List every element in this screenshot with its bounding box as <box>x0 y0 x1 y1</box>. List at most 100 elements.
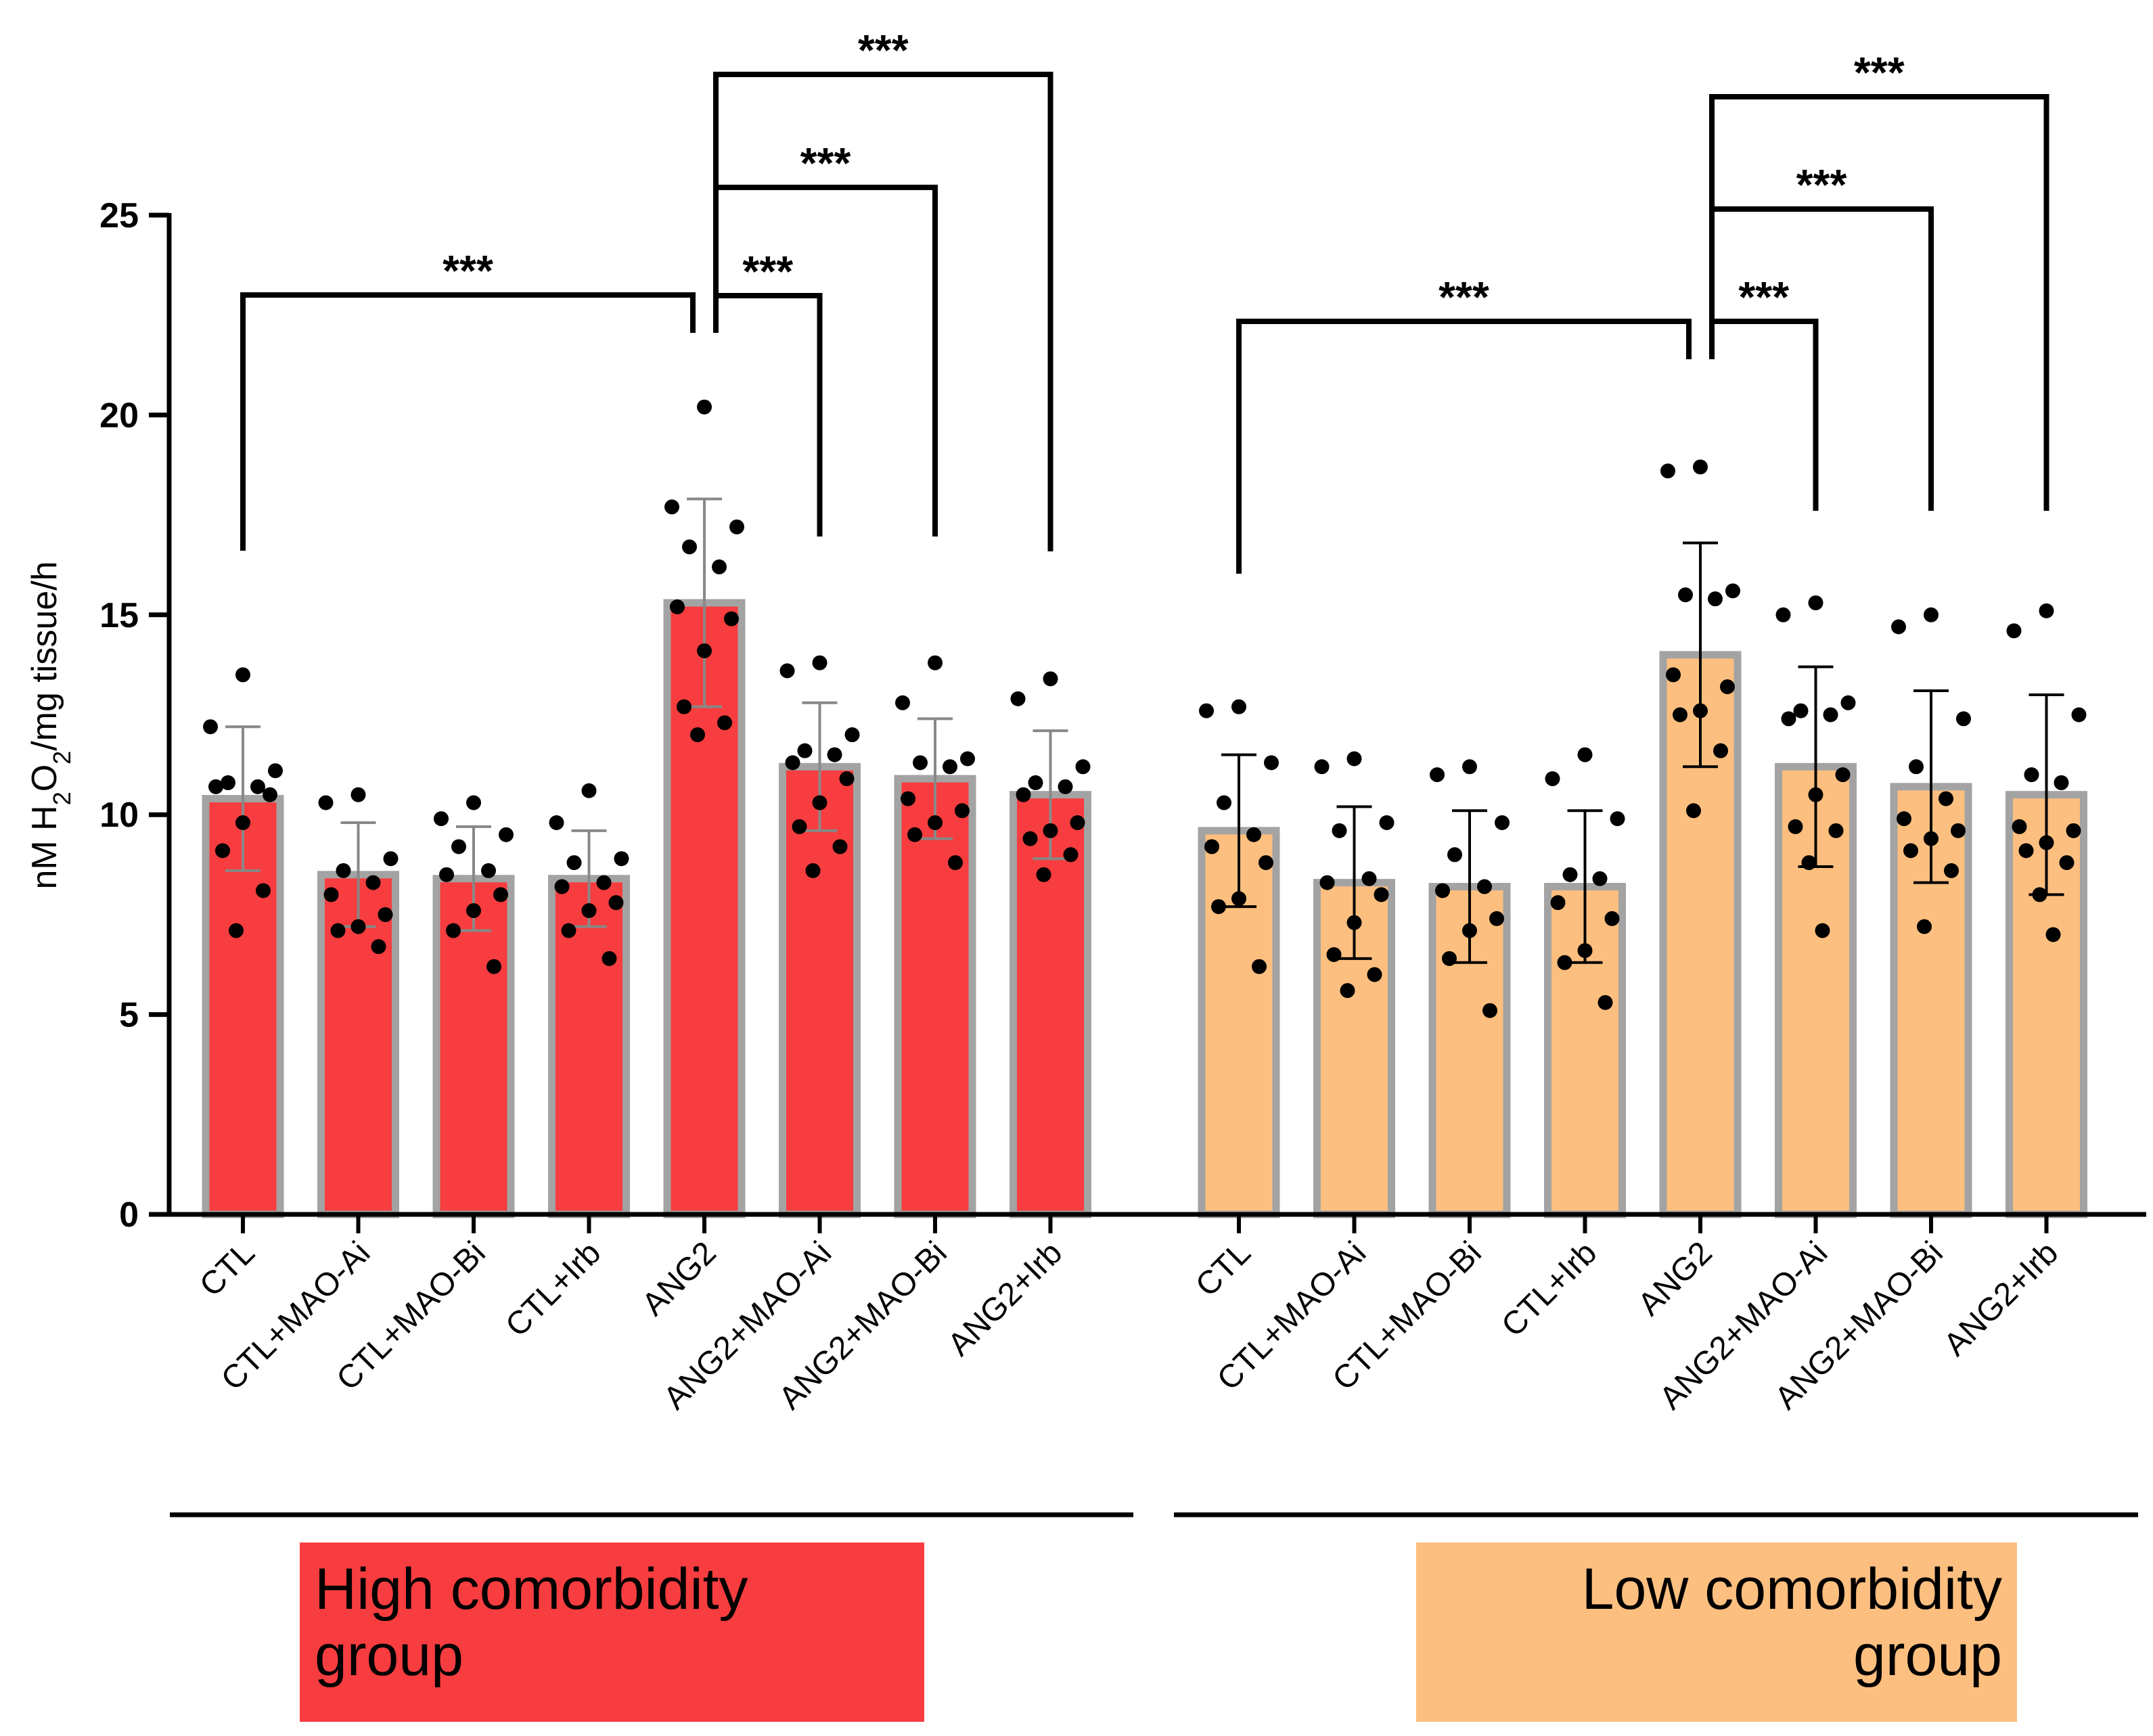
point-high-ang2-plus-irb-8 <box>1022 831 1038 846</box>
point-high-ang2-plus-mao-bi-7 <box>928 815 943 831</box>
sig-bracket-high-ang2-vs-ang2-plus-mao-bi <box>713 185 938 536</box>
x-label-high-ang2-plus-irb: ANG2+Irb <box>941 1235 1069 1363</box>
point-low-ctl-plus-irb-1 <box>1545 771 1560 787</box>
point-low-ctl-plus-mao-ai-3 <box>1332 823 1347 838</box>
point-high-ctl-plus-mao-ai-4 <box>365 875 381 890</box>
x-label-low-ctl: CTL <box>1189 1235 1258 1304</box>
point-low-ctl-plus-mao-ai-1 <box>1314 759 1330 775</box>
point-high-ctl-plus-mao-bi-0 <box>466 795 481 810</box>
point-high-ctl-plus-mao-bi-3 <box>451 839 466 854</box>
point-high-ctl-4 <box>250 779 265 794</box>
point-low-ang2-1 <box>1660 463 1675 479</box>
point-high-ang2-plus-mao-bi-4 <box>943 759 957 775</box>
point-high-ang2-plus-irb-2 <box>1075 759 1091 775</box>
point-low-ctl-plus-irb-6 <box>1604 911 1620 926</box>
point-high-ctl-8 <box>215 843 230 859</box>
x-label-high-ctl: CTL <box>193 1235 262 1304</box>
point-low-ang2-plus-irb-10 <box>2032 887 2047 903</box>
point-low-ang2-5 <box>1666 667 1681 683</box>
point-low-ctl-1 <box>1199 703 1214 718</box>
point-high-ctl-2 <box>268 763 283 779</box>
point-low-ang2-plus-irb-11 <box>2045 927 2061 942</box>
point-high-ang2-plus-mao-ai-5 <box>785 755 800 771</box>
point-low-ctl-4 <box>1246 827 1261 842</box>
point-low-ctl-plus-mao-bi-8 <box>1442 951 1457 966</box>
sig-label-high-ang2-vs-ang2-plus-mao-ai: *** <box>742 247 793 296</box>
point-low-ang2-2 <box>1725 583 1740 599</box>
point-low-ctl-0 <box>1231 699 1246 714</box>
point-high-ang2-plus-mao-bi-3 <box>913 755 928 771</box>
sig-bracket-high-ang2-vs-ang2-plus-irb <box>713 72 1053 551</box>
point-high-ang2-plus-mao-bi-2 <box>960 751 975 767</box>
sig-bracket-high-ctl-vs-ang2 <box>240 292 696 551</box>
point-high-ctl-plus-mao-bi-7 <box>466 903 481 918</box>
point-low-ang2-plus-mao-ai-1 <box>1775 607 1791 622</box>
point-low-ang2-plus-mao-ai-10 <box>1801 855 1817 871</box>
point-high-ctl-9 <box>256 883 271 898</box>
point-high-ang2-plus-mao-ai-1 <box>779 663 795 679</box>
point-high-ctl-plus-mao-bi-8 <box>446 923 461 938</box>
sig-label-low-ctl-vs-ang2: *** <box>1438 273 1489 321</box>
sig-label-high-ctl-vs-ang2: *** <box>443 246 493 295</box>
point-high-ang2-plus-mao-ai-9 <box>832 839 848 854</box>
point-low-ang2-plus-mao-bi-6 <box>1951 823 1966 838</box>
point-high-ang2-plus-mao-ai-2 <box>844 727 860 743</box>
point-high-ctl-plus-irb-5 <box>554 879 570 894</box>
y-axis-title-text: nM H2O2/mg tissue/h <box>25 561 76 889</box>
point-low-ang2-plus-mao-ai-8 <box>1788 819 1803 834</box>
point-low-ang2-plus-irb-9 <box>2059 855 2075 871</box>
point-low-ang2-plus-mao-ai-7 <box>1808 787 1823 802</box>
point-low-ang2-plus-irb-2 <box>2071 707 2087 723</box>
point-low-ctl-plus-mao-ai-7 <box>1346 915 1362 930</box>
point-low-ang2-0 <box>1693 459 1708 475</box>
point-low-ang2-plus-irb-8 <box>2018 843 2034 859</box>
point-high-ctl-plus-mao-ai-7 <box>350 919 366 934</box>
sig-bracket-high-ang2-vs-ang2-plus-mao-ai <box>713 293 823 536</box>
point-high-ang2-9 <box>717 715 732 731</box>
point-high-ang2-plus-irb-10 <box>1036 867 1051 882</box>
point-low-ctl-plus-irb-4 <box>1592 871 1608 886</box>
point-low-ang2-plus-mao-bi-3 <box>1909 759 1924 775</box>
significance-brackets: *** *** *** *** *** *** *** *** <box>240 26 2049 574</box>
point-low-ctl-plus-mao-ai-2 <box>1379 815 1395 831</box>
point-low-ang2-plus-mao-bi-9 <box>1944 863 1959 878</box>
point-high-ang2-plus-irb-0 <box>1043 671 1058 687</box>
point-low-ctl-plus-mao-bi-3 <box>1447 847 1462 863</box>
point-low-ang2-8 <box>1673 707 1687 723</box>
point-low-ctl-7 <box>1231 891 1246 907</box>
y-tick-label-10: 10 <box>99 796 139 835</box>
point-high-ang2-plus-mao-ai-10 <box>805 863 821 878</box>
point-low-ang2-plus-mao-bi-5 <box>1897 811 1911 827</box>
point-high-ctl-plus-irb-9 <box>602 951 617 966</box>
point-high-ctl-5 <box>208 779 223 794</box>
sig-bracket-low-ang2-vs-ang2-plus-mao-bi <box>1709 206 1934 511</box>
point-high-ang2-plus-irb-3 <box>1028 775 1043 790</box>
point-low-ctl-8 <box>1211 899 1226 915</box>
point-high-ang2-plus-mao-bi-9 <box>948 855 963 871</box>
point-low-ang2-plus-mao-ai-6 <box>1835 767 1851 783</box>
point-high-ctl-plus-mao-ai-2 <box>383 851 399 867</box>
point-high-ang2-plus-mao-ai-0 <box>812 655 828 670</box>
point-low-ctl-plus-irb-5 <box>1550 895 1566 911</box>
point-high-ang2-plus-mao-bi-6 <box>955 803 970 819</box>
x-label-high-ctl-plus-irb: CTL+Irb <box>499 1235 608 1344</box>
point-low-ctl-plus-mao-ai-6 <box>1374 887 1389 903</box>
point-high-ctl-plus-mao-ai-3 <box>336 863 351 878</box>
point-high-ang2-7 <box>697 643 712 658</box>
legend-high-comorbidity-group: High comorbidity group <box>300 1543 924 1722</box>
point-high-ctl-plus-irb-2 <box>614 851 629 867</box>
point-high-ang2-plus-mao-ai-6 <box>839 771 855 787</box>
y-axis: 0 5 10 15 20 25 <box>99 196 172 1235</box>
point-low-ctl-plus-mao-ai-9 <box>1367 967 1382 982</box>
point-low-ang2-plus-mao-ai-11 <box>1815 923 1830 938</box>
point-high-ang2-5 <box>670 599 685 614</box>
point-high-ang2-plus-mao-bi-0 <box>928 655 943 670</box>
legend-high-line1: High comorbidity <box>315 1557 748 1622</box>
point-high-ctl-plus-mao-bi-2 <box>499 827 514 842</box>
point-low-ctl-plus-mao-ai-0 <box>1346 751 1362 767</box>
legend-low-comorbidity-group: Low comorbidity group <box>1416 1543 2017 1722</box>
point-low-ang2-plus-mao-ai-2 <box>1840 695 1856 710</box>
point-low-ctl-plus-mao-bi-1 <box>1430 767 1445 783</box>
point-low-ang2-plus-mao-ai-0 <box>1808 595 1823 611</box>
point-low-ctl-9 <box>1252 959 1267 974</box>
